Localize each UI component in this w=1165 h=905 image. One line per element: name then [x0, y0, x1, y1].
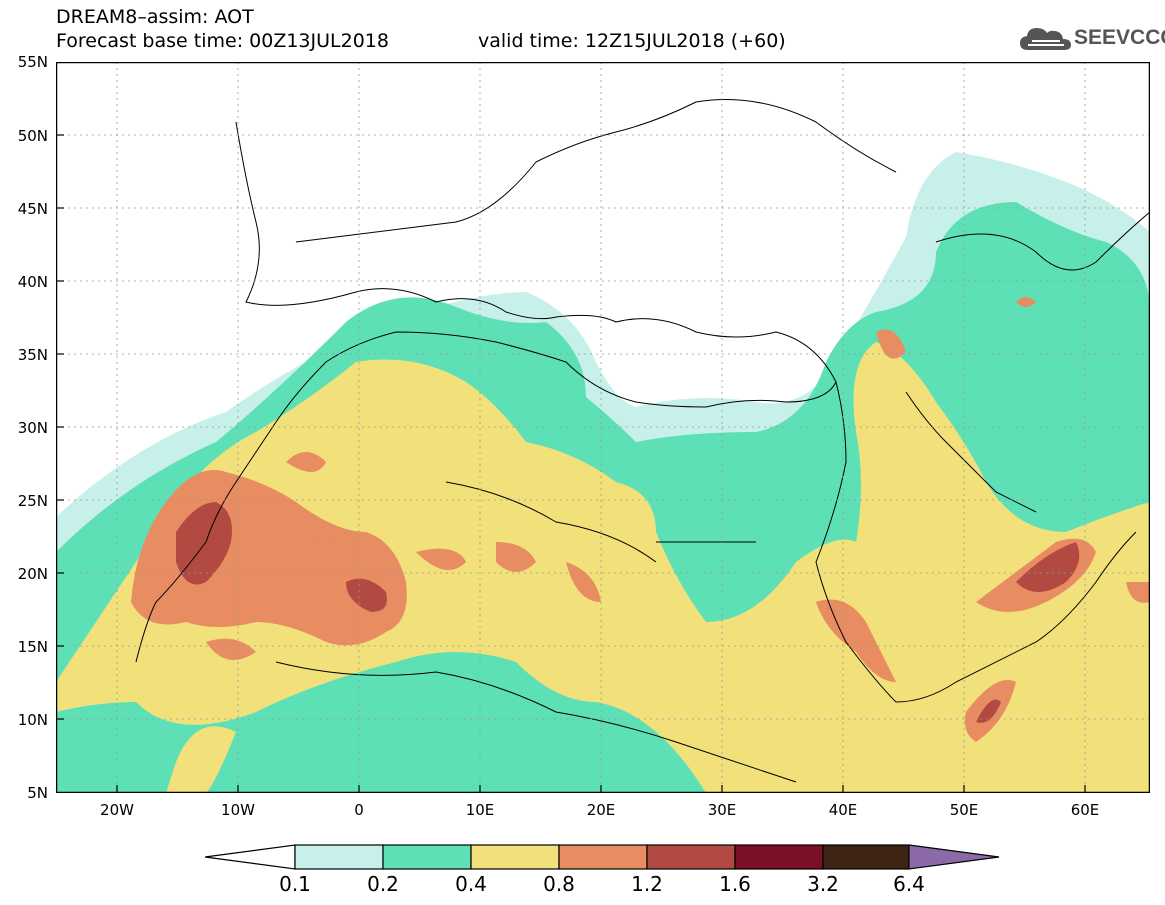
coastlines — [135, 99, 1150, 783]
logo-text: SEEVCCC — [1074, 26, 1165, 49]
lat-label: 50N — [17, 127, 48, 145]
lat-label: 5N — [27, 784, 48, 802]
tick-marks — [56, 134, 1086, 793]
colorbar-swatch — [558, 844, 648, 870]
colorbar-label: 1.2 — [631, 872, 663, 896]
lat-label: 15N — [17, 638, 48, 656]
lat-label: 20N — [17, 565, 48, 583]
lat-label: 35N — [17, 346, 48, 364]
lat-label: 40N — [17, 273, 48, 291]
lon-label: 40E — [828, 801, 858, 819]
lat-label: 30N — [17, 419, 48, 437]
gridlines — [56, 62, 1150, 793]
colorbar-label: 0.2 — [367, 872, 399, 896]
colorbar-swatch — [470, 844, 560, 870]
colorbar-swatch — [734, 844, 824, 870]
aot-map — [56, 62, 1150, 793]
colorbar-label: 1.6 — [719, 872, 751, 896]
colorbar-label: 0.1 — [279, 872, 311, 896]
valid-time: valid time: 12Z15JUL2018 (+60) — [478, 30, 786, 52]
colorbar-swatch — [382, 844, 472, 870]
colorbar-label: 0.8 — [543, 872, 575, 896]
colorbar-swatch — [294, 844, 384, 870]
colorbar-label: 3.2 — [807, 872, 839, 896]
colorbar-label: 6.4 — [893, 872, 925, 896]
map-title: DREAM8–assim: AOT — [56, 6, 254, 28]
lon-label: 30E — [707, 801, 737, 819]
colorbar-swatch — [822, 844, 910, 870]
lat-label: 25N — [17, 492, 48, 510]
colorbar-label: 0.4 — [455, 872, 487, 896]
lon-label: 60E — [1070, 801, 1100, 819]
lon-label: 10E — [465, 801, 495, 819]
lon-label: 10W — [221, 801, 255, 819]
lon-label: 50E — [949, 801, 979, 819]
lon-label: 20W — [100, 801, 134, 819]
lon-label: 20E — [586, 801, 616, 819]
lat-label: 45N — [17, 200, 48, 218]
colorbar-over-arrow — [908, 844, 1000, 870]
forecast-base-time: Forecast base time: 00Z13JUL2018 — [56, 30, 389, 52]
lon-label: 0 — [354, 801, 364, 819]
colorbar-swatch — [646, 844, 736, 870]
cloud-logo-icon — [1020, 28, 1071, 50]
lat-label: 10N — [17, 711, 48, 729]
lat-label: 55N — [17, 53, 48, 71]
colorbar — [205, 844, 1000, 870]
colorbar-under-arrow — [205, 844, 296, 870]
aot-band-1.2 — [176, 502, 1080, 723]
